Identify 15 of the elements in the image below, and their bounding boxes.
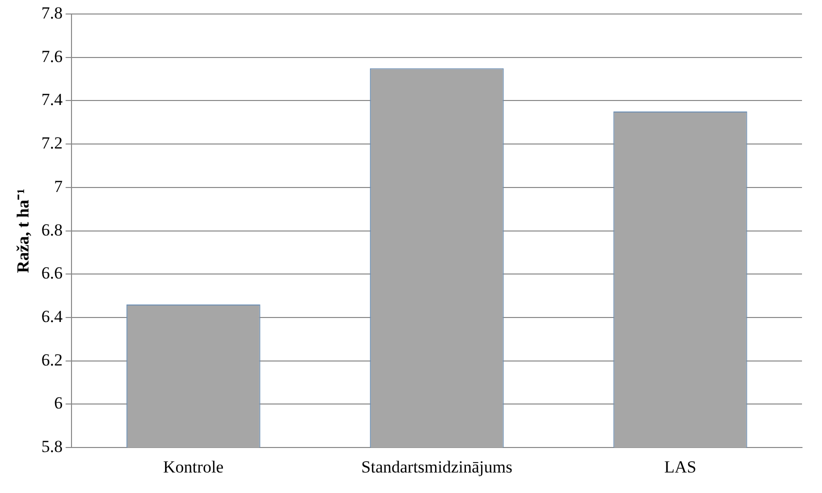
- y-tick-label: 6.6: [41, 264, 63, 283]
- y-tick-label: 6.2: [41, 350, 63, 370]
- y-tick-label: 7.2: [41, 134, 63, 153]
- x-tick-label: Standartsmidzinājums: [361, 457, 512, 476]
- y-tick-label: 6.8: [41, 220, 63, 240]
- x-tick-label: Kontrole: [163, 457, 224, 476]
- y-axis-title: Raža, t ha⁻¹: [14, 188, 33, 273]
- y-tick-label: 6: [54, 394, 63, 413]
- x-tick-label: LAS: [664, 457, 696, 476]
- y-tick-label: 5.8: [41, 437, 63, 456]
- y-tick-label: 7.6: [41, 46, 63, 66]
- y-tick-label: 6.4: [41, 306, 64, 326]
- y-tick-label: 7: [54, 176, 64, 196]
- y-tick-label: 7.8: [41, 3, 63, 22]
- y-tick-label: 7.4: [41, 90, 64, 110]
